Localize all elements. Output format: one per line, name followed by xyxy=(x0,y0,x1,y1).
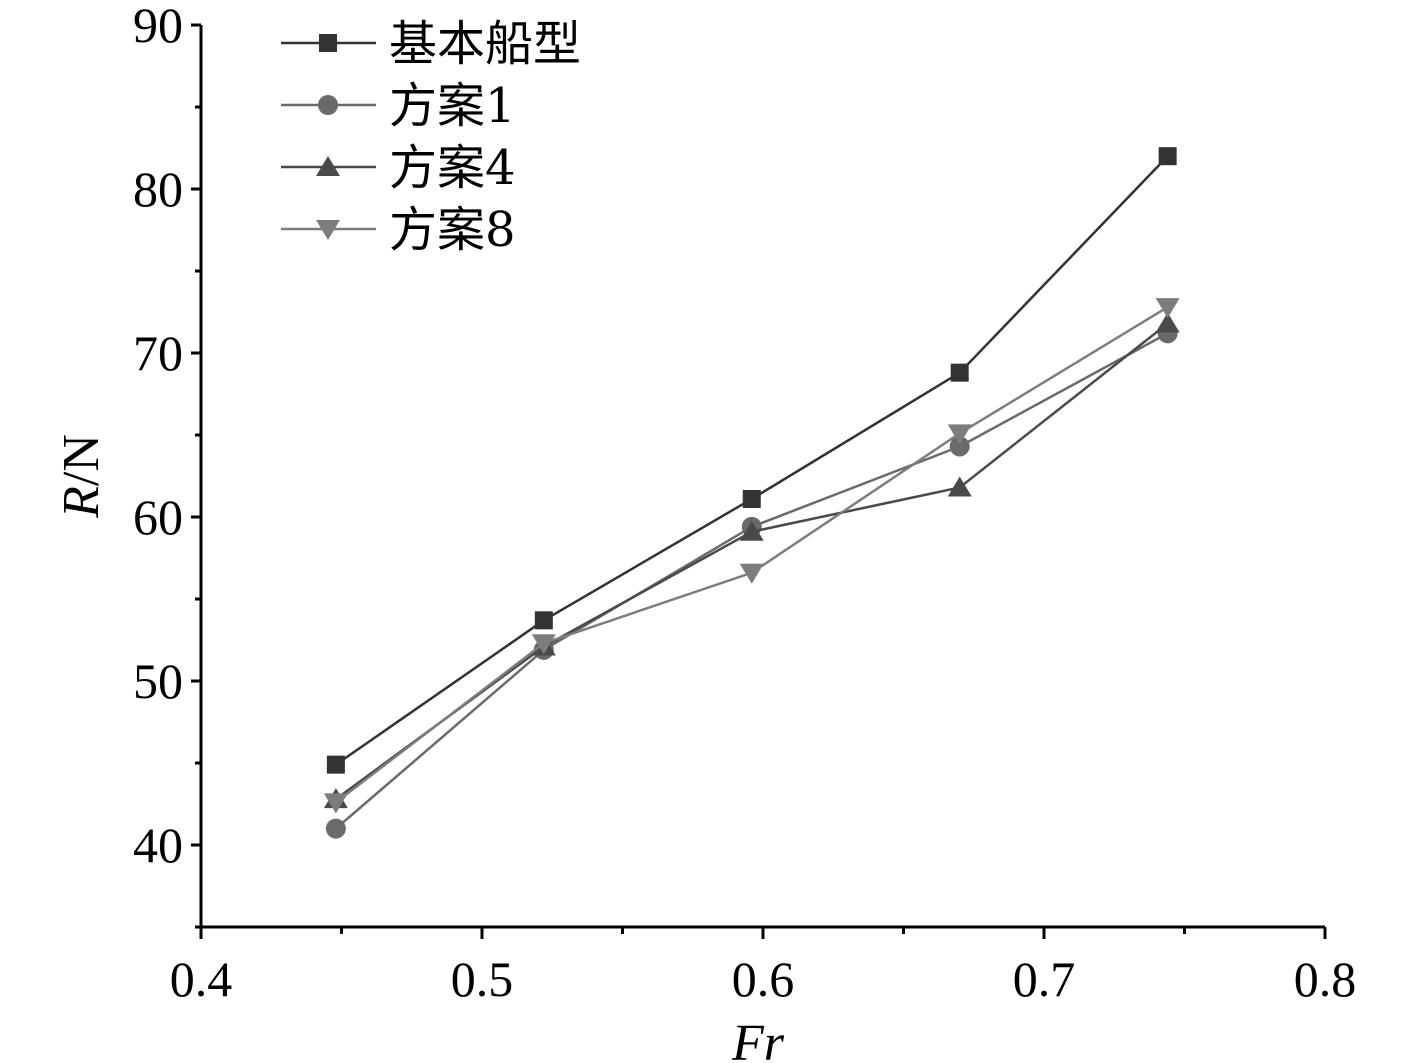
data-point-marker xyxy=(947,476,972,497)
data-point-marker xyxy=(950,363,969,382)
data-point-marker xyxy=(531,634,556,655)
data-point-marker xyxy=(534,611,553,630)
x-tick-label: 0.5 xyxy=(451,951,514,1007)
x-tick-labels: 0.4 0.5 0.6 0.7 0.8 xyxy=(170,951,1357,1007)
data-point-marker xyxy=(947,424,972,445)
x-tick-marks xyxy=(199,927,1327,939)
x-axis: 0.4 0.5 0.6 0.7 0.8 Fr xyxy=(170,925,1357,1063)
legend-label: 方案4 xyxy=(389,140,516,196)
legend-label: 方案1 xyxy=(389,78,516,134)
x-tick-label: 0.6 xyxy=(732,951,795,1007)
series-0 xyxy=(326,147,1177,774)
data-point-marker xyxy=(1158,147,1177,166)
legend-item: 方案8 xyxy=(281,202,516,258)
legend-item: 基本船型 xyxy=(281,16,581,72)
data-point-marker xyxy=(742,489,761,508)
x-tick-label: 0.7 xyxy=(1013,951,1076,1007)
data-point-marker xyxy=(739,563,764,584)
y-axis-title: R/N xyxy=(53,434,110,519)
series-line xyxy=(335,306,1169,804)
data-point-marker xyxy=(1155,298,1180,319)
legend-marker xyxy=(318,95,338,115)
y-axis-title-symbol: R xyxy=(53,486,110,519)
legend-marker xyxy=(316,220,340,240)
y-tick-label: 60 xyxy=(133,489,183,545)
series-3 xyxy=(323,298,1180,814)
legend-item: 方案1 xyxy=(281,78,516,134)
x-tick-label: 0.8 xyxy=(1294,951,1357,1007)
legend-marker xyxy=(319,34,337,52)
series-2 xyxy=(323,312,1180,809)
plot-series xyxy=(323,147,1180,839)
data-point-marker xyxy=(323,793,348,814)
y-tick-label: 50 xyxy=(133,653,183,709)
y-tick-label: 80 xyxy=(133,161,183,217)
y-tick-label: 70 xyxy=(133,325,183,381)
legend-label: 方案8 xyxy=(389,202,516,258)
data-point-marker xyxy=(739,520,764,541)
legend-item: 方案4 xyxy=(281,140,516,196)
y-axis-title-unit: /N xyxy=(53,434,110,486)
y-tick-labels: 40 50 60 70 80 90 xyxy=(133,0,183,873)
x-tick-label: 0.4 xyxy=(170,951,233,1007)
data-point-marker xyxy=(325,818,346,839)
y-tick-label: 40 xyxy=(133,817,183,873)
series-line xyxy=(335,322,1169,801)
y-axis: 40 50 60 70 80 90 R/N xyxy=(53,0,203,929)
x-axis-title: Fr xyxy=(731,1015,785,1063)
data-point-marker xyxy=(1155,312,1180,333)
y-tick-label: 90 xyxy=(133,0,183,53)
data-point-marker xyxy=(326,755,345,774)
legend-label: 基本船型 xyxy=(389,16,581,72)
y-tick-marks xyxy=(191,23,201,929)
legend-marker xyxy=(316,156,340,176)
data-point-marker xyxy=(949,436,970,457)
